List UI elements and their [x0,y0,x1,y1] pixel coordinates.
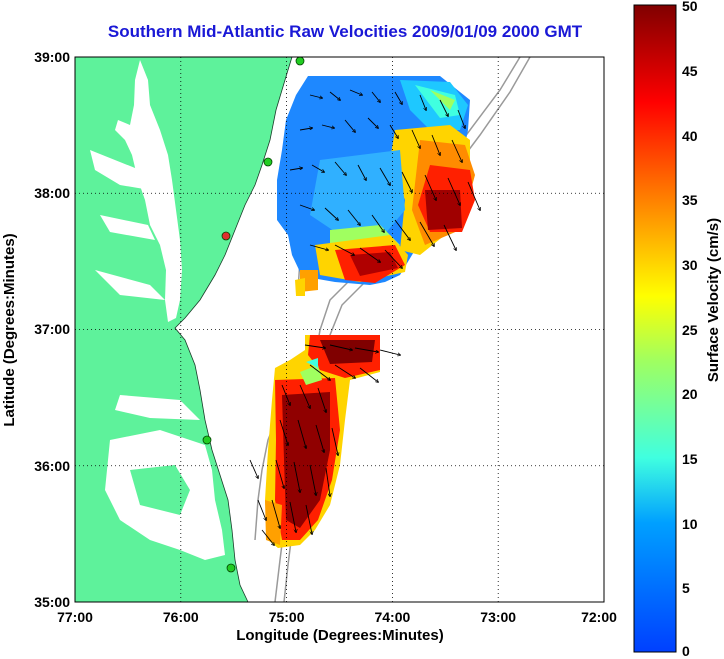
colorbar-tick-label: 5 [682,580,690,596]
colorbar-tick-label: 20 [682,386,698,402]
colorbar-tick-label: 25 [682,322,698,338]
x-axis-label: Longitude (Degrees:Minutes) [236,627,444,644]
velocity-vectors [249,89,480,545]
x-tick-label: 73:00 [480,609,516,625]
colorbar-tick-label: 10 [682,516,698,532]
colorbar-tick-label: 15 [682,451,698,467]
y-axis-ticks: 39:00 38:00 37:00 36:00 35:00 [34,49,70,610]
station-marker [202,435,212,445]
colorbar [633,4,677,653]
x-tick-label: 76:00 [163,609,199,625]
colorbar-tick-label: 40 [682,128,698,144]
velocity-field-north [277,76,475,296]
y-tick-label: 35:00 [34,594,70,610]
x-tick-label: 72:00 [581,609,617,625]
velocity-field-south [265,335,380,548]
y-tick-label: 36:00 [34,458,70,474]
y-axis-label: Latitude (Degrees:Minutes) [1,233,18,426]
colorbar-tick-label: 30 [682,257,698,273]
colorbar-tick-label: 50 [682,0,698,14]
colorbar-label: Surface Velocity (cm/s) [705,218,722,382]
colorbar-tick-label: 0 [682,643,690,659]
station-marker [263,157,273,167]
station-marker [221,231,231,241]
x-tick-label: 74:00 [374,609,410,625]
y-tick-label: 37:00 [34,321,70,337]
colorbar-ticks: 50 45 40 35 30 25 20 15 10 5 0 [682,0,698,659]
colorbar-tick-label: 45 [682,63,698,79]
x-tick-label: 75:00 [269,609,305,625]
hf-radar-stations [202,57,305,573]
chesapeake-bay [115,60,182,322]
x-axis-ticks: 77:00 76:00 75:00 74:00 73:00 72:00 [57,609,617,625]
map-title: Southern Mid-Atlantic Raw Velocities 200… [107,22,583,41]
station-marker [295,57,305,66]
station-marker [226,563,236,573]
gridlines [75,57,604,602]
colorbar-tick-label: 35 [682,192,698,208]
y-tick-label: 39:00 [34,49,70,65]
y-tick-label: 38:00 [34,185,70,201]
x-tick-label: 77:00 [57,609,93,625]
